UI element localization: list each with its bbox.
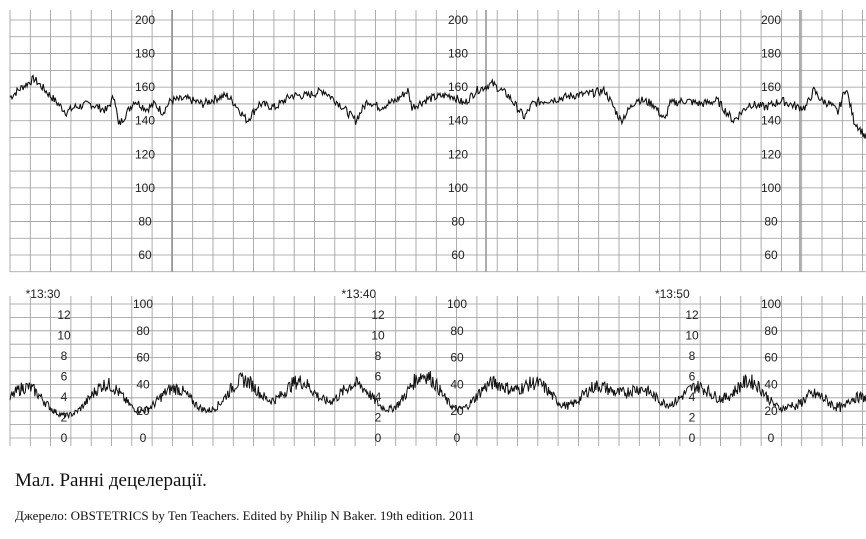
fhr-tick-label: 120 (135, 147, 155, 161)
toco-alt-tick-label: 2 (689, 411, 696, 425)
toco-tick-label: 40 (450, 377, 464, 391)
toco-tick-label: 60 (764, 351, 778, 365)
toco-alt-tick-label: 6 (61, 370, 68, 384)
toco-alt-tick-label: 12 (685, 308, 699, 322)
fhr-tick-label: 80 (764, 214, 778, 228)
toco-alt-tick-label: 2 (61, 411, 68, 425)
toco-tick-label: 0 (140, 431, 147, 445)
fhr-tick-label: 120 (761, 147, 781, 161)
toco-tick-label: 60 (450, 351, 464, 365)
ctg-trace-chart: 6080100120140160180200608010012014016018… (9, 10, 866, 446)
toco-alt-tick-label: 8 (375, 349, 382, 363)
fhr-tick-label: 200 (761, 13, 781, 27)
toco-alt-tick-label: 4 (689, 390, 696, 404)
toco-tick-label: 40 (764, 377, 778, 391)
toco-alt-tick-label: 10 (685, 329, 699, 343)
toco-alt-tick-label: 10 (57, 329, 71, 343)
toco-tick-label: 20 (764, 404, 778, 418)
toco-tick-label: 80 (764, 324, 778, 338)
figure-source: Джерело: OBSTETRICS by Ten Teachers. Edi… (15, 508, 475, 523)
fhr-tick-label: 160 (135, 80, 155, 94)
toco-alt-tick-label: 0 (689, 431, 696, 445)
toco-alt-tick-label: 8 (689, 349, 696, 363)
fhr-tick-label: 180 (448, 47, 468, 61)
toco-tick-label: 100 (761, 297, 781, 311)
toco-alt-tick-label: 12 (371, 308, 385, 322)
figure-caption: Мал. Ранні децелерації. (15, 470, 207, 491)
chart-grid (9, 10, 866, 446)
toco-tick-label: 60 (136, 351, 150, 365)
toco-alt-tick-label: 10 (371, 329, 385, 343)
fhr-tick-label: 120 (448, 147, 468, 161)
toco-alt-tick-label: 6 (375, 370, 382, 384)
fhr-tick-label: 60 (451, 248, 465, 262)
fhr-tick-label: 80 (138, 214, 152, 228)
toco-alt-tick-label: 0 (375, 431, 382, 445)
fhr-tick-label: 80 (451, 214, 465, 228)
fhr-tick-label: 180 (135, 47, 155, 61)
time-label: *13:50 (655, 287, 690, 301)
toco-alt-tick-label: 4 (375, 390, 382, 404)
toco-alt-tick-label: 2 (375, 411, 382, 425)
toco-alt-tick-label: 6 (689, 370, 696, 384)
fhr-tick-label: 140 (761, 114, 781, 128)
toco-tick-label: 0 (454, 431, 461, 445)
toco-tick-label: 0 (768, 431, 775, 445)
fhr-tick-label: 160 (448, 80, 468, 94)
fhr-tick-label: 60 (764, 248, 778, 262)
fhr-tick-label: 160 (761, 80, 781, 94)
fhr-tick-label: 140 (135, 114, 155, 128)
fhr-tick-label: 100 (135, 181, 155, 195)
toco-trace (9, 371, 866, 420)
time-label: *13:30 (26, 287, 61, 301)
axis-labels: 6080100120140160180200608010012014016018… (26, 13, 782, 445)
toco-alt-tick-label: 4 (61, 390, 68, 404)
toco-alt-tick-label: 8 (61, 349, 68, 363)
fhr-tick-label: 100 (448, 181, 468, 195)
time-label: *13:40 (341, 287, 376, 301)
trace-lines (9, 74, 866, 420)
fhr-tick-label: 140 (448, 114, 468, 128)
fhr-tick-label: 200 (135, 13, 155, 27)
toco-tick-label: 80 (450, 324, 464, 338)
toco-tick-label: 100 (447, 297, 467, 311)
fhr-tick-label: 200 (448, 13, 468, 27)
toco-tick-label: 100 (133, 297, 153, 311)
toco-tick-label: 40 (136, 377, 150, 391)
fhr-tick-label: 60 (138, 248, 152, 262)
toco-alt-tick-label: 12 (57, 308, 71, 322)
toco-tick-label: 80 (136, 324, 150, 338)
fhr-tick-label: 180 (761, 47, 781, 61)
toco-alt-tick-label: 0 (61, 431, 68, 445)
fhr-trace (9, 74, 866, 139)
fhr-tick-label: 100 (761, 181, 781, 195)
